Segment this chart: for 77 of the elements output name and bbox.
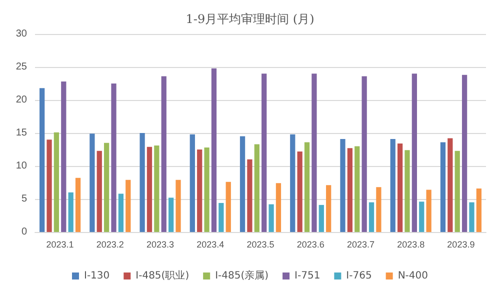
bar <box>118 194 124 232</box>
bar <box>304 142 310 232</box>
bar <box>68 192 74 232</box>
bar <box>218 202 224 232</box>
bar <box>211 68 217 232</box>
bar <box>347 148 353 232</box>
bar <box>268 204 274 232</box>
bar <box>226 182 231 232</box>
bar <box>262 74 267 232</box>
bar <box>326 185 332 232</box>
y-tick-label: 20 <box>16 94 28 106</box>
bar <box>476 188 482 232</box>
bar <box>161 76 166 232</box>
bar <box>40 88 45 232</box>
x-tick-label: 2023.9 <box>447 240 475 250</box>
bar <box>111 84 116 232</box>
bar <box>354 146 360 232</box>
bar <box>318 204 324 232</box>
bar <box>96 150 102 232</box>
bar <box>419 202 424 232</box>
y-tick-label: 25 <box>16 62 28 72</box>
bar <box>440 142 446 232</box>
bar <box>126 180 131 232</box>
bar <box>168 198 174 232</box>
legend-label: I-485(亲属) <box>215 270 269 282</box>
x-tick-label: 2023.2 <box>96 240 124 250</box>
bar <box>176 180 181 232</box>
bar <box>75 178 81 232</box>
bar <box>190 134 195 232</box>
bar <box>390 138 396 232</box>
x-tick-label: 2023.7 <box>346 240 374 250</box>
bar <box>240 136 246 232</box>
x-tick-label: 2023.6 <box>296 240 324 250</box>
bar <box>290 134 296 232</box>
bar <box>61 82 66 232</box>
bar <box>340 138 346 232</box>
y-tick-label: 30 <box>16 28 28 40</box>
bar <box>448 138 453 232</box>
bar <box>462 74 468 232</box>
x-tick-label: 2023.8 <box>397 240 425 250</box>
bar <box>146 146 152 232</box>
chart-title: 1-9月平均审理时间 (月) <box>186 12 314 26</box>
y-tick-label: 10 <box>16 160 28 172</box>
bar <box>469 202 474 232</box>
bar <box>154 146 160 232</box>
legend-label: I-765 <box>346 270 372 282</box>
bar <box>197 150 202 232</box>
bar <box>140 133 145 232</box>
x-tick-label: 2023.4 <box>196 240 224 250</box>
bar <box>312 74 317 232</box>
x-tick-label: 2023.1 <box>46 240 74 250</box>
legend-label: I-751 <box>294 270 320 282</box>
bar <box>404 150 410 232</box>
bar <box>46 140 52 232</box>
bar <box>376 187 382 232</box>
bar <box>247 159 252 232</box>
bar <box>104 142 110 232</box>
y-tick-label: 0 <box>21 226 28 238</box>
bar <box>368 202 374 232</box>
bar <box>276 183 282 232</box>
x-tick-label: 2023.3 <box>146 240 174 250</box>
legend-label: N-400 <box>398 270 428 282</box>
legend-label: I-130 <box>84 270 110 282</box>
bar <box>54 132 60 232</box>
bar <box>254 144 260 232</box>
bar <box>90 134 95 232</box>
bar <box>397 144 403 232</box>
y-tick-label: 5 <box>21 194 28 204</box>
bar <box>454 150 460 232</box>
bar <box>362 76 367 232</box>
bar <box>204 148 210 232</box>
y-tick-label: 15 <box>16 128 28 138</box>
bar <box>426 190 432 232</box>
legend-label: I-485(职业) <box>136 270 190 282</box>
bar <box>412 74 417 232</box>
bar <box>297 151 302 232</box>
x-tick-label: 2023.5 <box>246 240 274 250</box>
